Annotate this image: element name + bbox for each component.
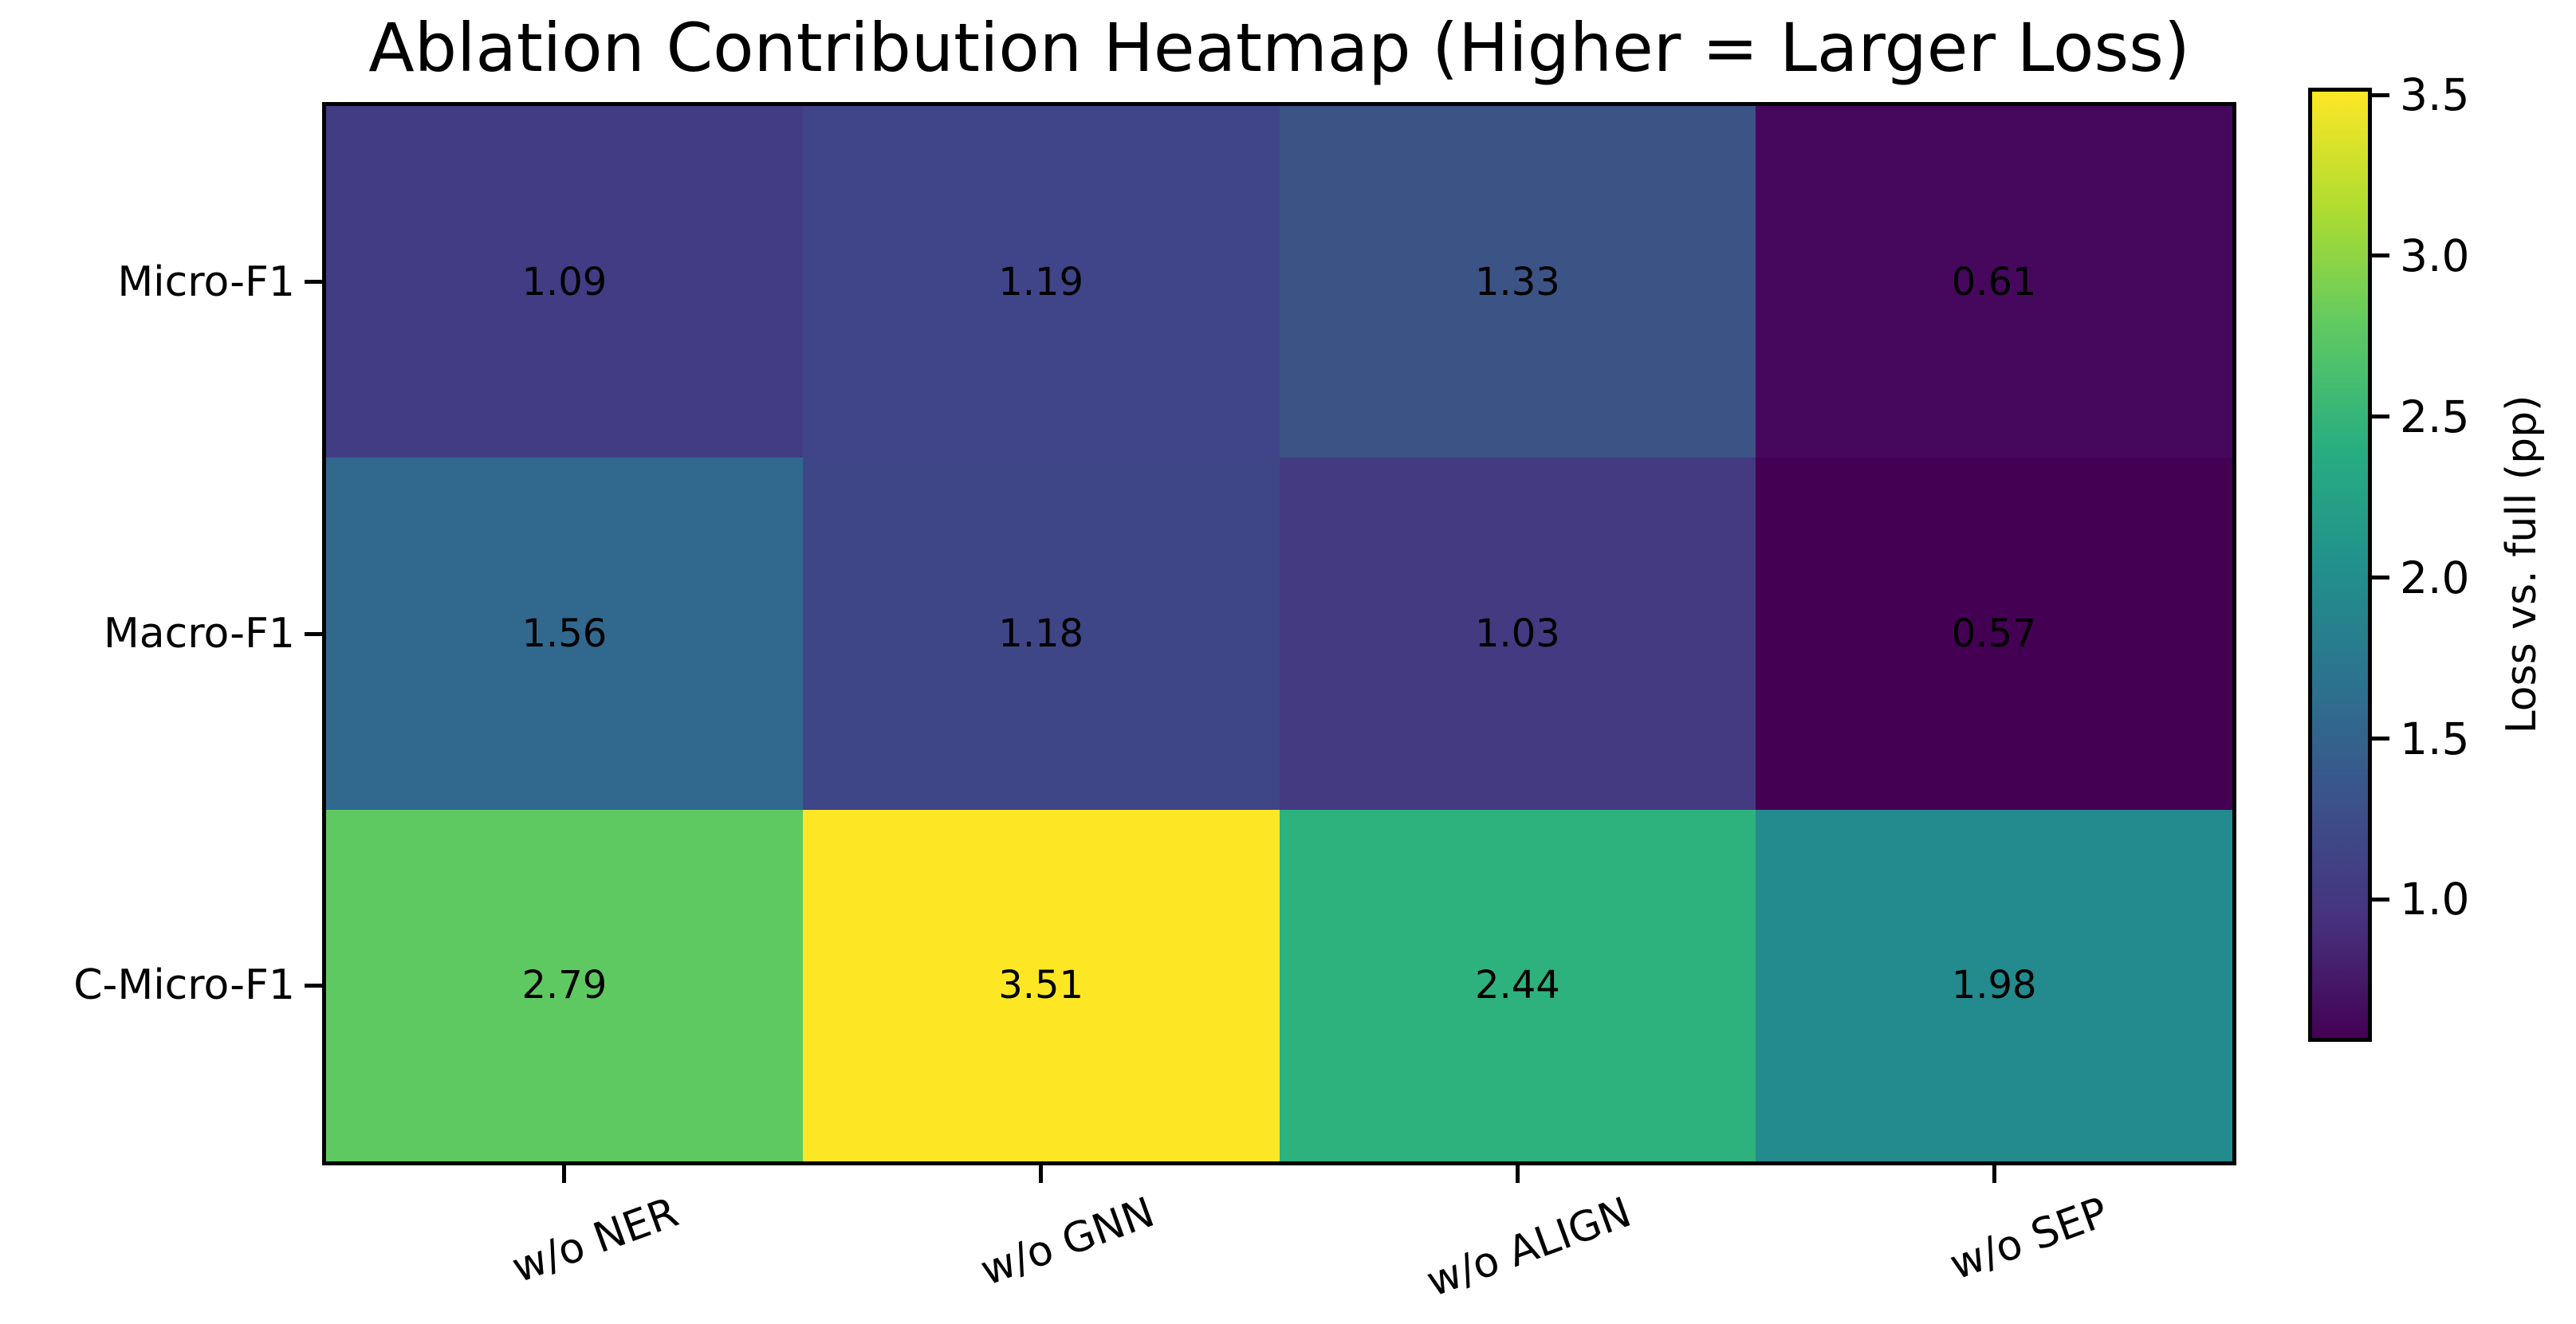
heatmap-cell-Macro-F1-w/o SEP: 0.57 [1756, 458, 2232, 810]
heatmap-cell-C-Micro-F1-w/o NER: 2.79 [326, 809, 803, 1161]
heatmap-cell-Micro-F1-w/o GNN: 1.19 [802, 106, 1280, 458]
cell-value-label: 3.51 [998, 963, 1084, 1008]
x-tick-mark [1515, 1164, 1520, 1183]
cell-value-label: 0.61 [1951, 259, 2037, 304]
colorbar-tick-mark [2372, 897, 2389, 902]
colorbar-tick-label-2.0: 2.0 [2400, 552, 2470, 603]
heatmap-cell-Macro-F1-w/o ALIGN: 1.03 [1279, 458, 1756, 810]
x-tick-label-w/o NER: w/o NER [505, 1188, 685, 1293]
cell-value-label: 1.03 [1474, 611, 1560, 656]
cell-value-label: 1.18 [998, 611, 1084, 656]
colorbar-tick-label-2.5: 2.5 [2400, 391, 2470, 442]
y-tick-label-Macro-F1: Macro-F1 [103, 610, 295, 658]
x-tick-mark [1992, 1164, 1996, 1183]
heatmap-cell-Micro-F1-w/o NER: 1.09 [326, 106, 803, 458]
cell-value-label: 2.44 [1474, 963, 1560, 1008]
colorbar-tick-label-1.5: 1.5 [2400, 713, 2470, 764]
colorbar-tick-label-3.0: 3.0 [2400, 230, 2470, 281]
cell-value-label: 1.98 [1951, 963, 2037, 1008]
colorbar-gradient [2308, 88, 2372, 1042]
heatmap-grid: 1.09 1.19 1.33 0.61 1.56 1.18 1.03 0.57 2.79 3.51… [322, 102, 2236, 1165]
heatmap-cell-C-Micro-F1-w/o SEP: 1.98 [1756, 809, 2232, 1161]
heatmap-cell-C-Micro-F1-w/o ALIGN: 2.44 [1279, 809, 1756, 1161]
x-tick-label-w/o GNN: w/o GNN [974, 1188, 1161, 1295]
colorbar-tick-mark [2372, 414, 2389, 419]
chart-title: Ablation Contribution Heatmap (Higher = … [368, 9, 2190, 87]
colorbar-tick-mark [2372, 253, 2389, 258]
cell-value-label: 1.33 [1474, 259, 1560, 304]
cell-value-label: 1.56 [521, 611, 608, 656]
x-tick-mark [562, 1164, 567, 1183]
heatmap-cell-Micro-F1-w/o SEP: 0.61 [1756, 106, 2232, 458]
y-tick-mark [305, 983, 322, 988]
cell-value-label: 1.09 [521, 259, 608, 304]
heatmap-cell-Macro-F1-w/o NER: 1.56 [326, 458, 803, 810]
y-tick-mark [305, 280, 322, 285]
x-tick-label-w/o SEP: w/o SEP [1943, 1188, 2114, 1290]
heatmap-cell-Micro-F1-w/o ALIGN: 1.33 [1279, 106, 1756, 458]
cell-value-label: 2.79 [521, 963, 608, 1008]
y-tick-label-Micro-F1: Micro-F1 [117, 257, 295, 306]
heatmap-cell-Macro-F1-w/o GNN: 1.18 [802, 458, 1280, 810]
cell-value-label: 0.57 [1951, 611, 2037, 656]
y-tick-mark [305, 631, 322, 636]
colorbar-tick-mark [2372, 576, 2389, 580]
x-tick-label-w/o ALIGN: w/o ALIGN [1420, 1188, 1638, 1306]
x-tick-mark [1039, 1164, 1044, 1183]
colorbar-tick-label-1.0: 1.0 [2400, 874, 2470, 925]
heatmap-cell-C-Micro-F1-w/o GNN: 3.51 [802, 809, 1280, 1161]
y-tick-label-C-Micro-F1: C-Micro-F1 [73, 961, 295, 1010]
cell-value-label: 1.19 [998, 259, 1084, 304]
colorbar-tick-mark [2372, 737, 2389, 741]
colorbar-tick-label-3.5: 3.5 [2400, 69, 2470, 121]
colorbar-tick-mark [2372, 92, 2389, 97]
